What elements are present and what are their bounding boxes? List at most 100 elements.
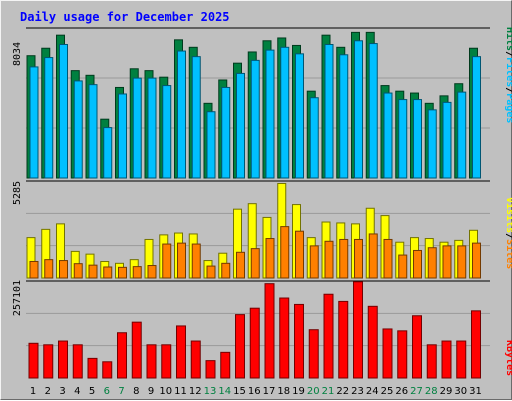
bar-sites-24	[368, 233, 378, 279]
x-label-7: 7	[118, 386, 124, 397]
x-label-19: 19	[292, 386, 305, 397]
bar-kbytes-27	[412, 315, 422, 379]
bar-kbytes-26	[397, 330, 408, 379]
bar-files-13	[206, 111, 216, 179]
bar-files-6	[103, 127, 113, 179]
x-axis-labels: 1 2 3 4 5 6 7 8 9 10 11 12 13 14 15 16 17 18 19 20 21 22 23 24 2…	[30, 386, 482, 397]
bar-sites-17	[265, 238, 275, 279]
bar-sites-20	[309, 245, 319, 279]
bar-kbytes-30	[456, 340, 467, 379]
bar-kbytes-29	[441, 340, 452, 379]
bar-files-3	[59, 44, 68, 179]
x-label-12: 12	[189, 386, 202, 397]
bar-files-27	[413, 99, 422, 179]
bar-files-12	[191, 56, 201, 179]
bar-sites-18	[280, 226, 290, 279]
bar-kbytes-23	[353, 281, 363, 379]
bar-kbytes-12	[190, 340, 201, 379]
x-label-24: 24	[366, 386, 379, 397]
bar-sites-10	[162, 243, 172, 279]
bar-sites-7	[118, 266, 127, 279]
legend-hits: Hits	[504, 27, 512, 51]
bar-kbytes-4	[72, 344, 83, 379]
bar-kbytes-21	[323, 293, 334, 379]
bar-kbytes-15	[235, 314, 245, 379]
bar-files-2	[44, 57, 54, 179]
bar-files-19	[295, 53, 304, 179]
x-label-11: 11	[174, 386, 187, 397]
bar-kbytes-13	[205, 360, 216, 379]
x-label-25: 25	[381, 386, 394, 397]
bar-kbytes-14	[220, 351, 231, 379]
bar-files-9	[147, 77, 157, 179]
bar-files-25	[383, 92, 393, 179]
legend-middle: Visits/Sites	[504, 197, 512, 269]
bar-files-1	[29, 66, 39, 179]
bar-kbytes-16	[249, 307, 260, 379]
bar-kbytes-7	[117, 332, 127, 379]
x-label-13: 13	[204, 386, 217, 397]
x-label-29: 29	[440, 386, 453, 397]
bar-kbytes-5	[87, 357, 98, 379]
x-label-27: 27	[410, 386, 423, 397]
bar-sites-4	[73, 263, 83, 279]
x-label-6: 6	[104, 386, 110, 397]
bar-kbytes-18	[279, 297, 290, 379]
x-label-28: 28	[425, 386, 438, 397]
x-label-1: 1	[30, 386, 36, 397]
bar-files-28	[427, 109, 437, 179]
bar-kbytes-25	[382, 328, 393, 379]
bar-sites-2	[44, 259, 54, 279]
bar-files-5	[88, 84, 98, 179]
x-label-5: 5	[89, 386, 95, 397]
x-label-10: 10	[159, 386, 172, 397]
x-label-16: 16	[248, 386, 261, 397]
x-label-18: 18	[277, 386, 290, 397]
bar-kbytes-20	[308, 329, 319, 379]
bar-sites-8	[132, 266, 142, 279]
bar-sites-12	[191, 243, 201, 279]
bar-files-4	[73, 80, 83, 179]
bar-sites-30	[457, 245, 467, 279]
bar-files-10	[162, 85, 172, 179]
x-label-26: 26	[395, 386, 408, 397]
bar-sites-5	[88, 264, 98, 279]
bar-sites-21	[324, 240, 334, 279]
bar-kbytes-6	[102, 361, 113, 379]
bar-sites-23	[354, 238, 363, 279]
x-label-17: 17	[263, 386, 276, 397]
bar-sites-26	[398, 254, 408, 279]
bar-kbytes-24	[367, 305, 378, 379]
bar-kbytes-8	[131, 321, 142, 379]
legend-pages: Pages	[504, 93, 512, 123]
bar-files-16	[250, 59, 260, 179]
x-label-21: 21	[322, 386, 335, 397]
bar-sites-16	[250, 248, 260, 279]
ymax-label-bottom: 257101	[12, 280, 23, 316]
bar-files-31	[472, 56, 481, 179]
bar-sites-14	[221, 262, 231, 279]
bar-files-7	[118, 93, 127, 179]
bar-files-15	[236, 72, 245, 179]
legend-sites: Sites	[504, 239, 512, 269]
bar-kbytes-11	[176, 325, 186, 379]
panel-middle-bars	[26, 180, 490, 279]
x-label-3: 3	[59, 386, 65, 397]
x-label-31: 31	[469, 386, 482, 397]
bar-sites-27	[413, 249, 422, 279]
bar-files-29	[442, 101, 452, 179]
x-label-20: 20	[307, 386, 320, 397]
bar-kbytes-17	[264, 283, 275, 379]
bar-sites-22	[339, 238, 349, 279]
bar-sites-6	[103, 266, 113, 279]
ymax-label-middle: 5285	[12, 181, 23, 205]
panel-bottom-bars	[26, 280, 490, 379]
legend-slash: /	[504, 233, 512, 239]
legend-top: Hits/Files/Pages	[504, 27, 512, 123]
bar-sites-9	[147, 265, 157, 279]
bar-sites-28	[427, 247, 437, 279]
bar-kbytes-1	[28, 342, 39, 379]
legend-slash: /	[504, 87, 512, 93]
bar-kbytes-3	[58, 340, 68, 379]
